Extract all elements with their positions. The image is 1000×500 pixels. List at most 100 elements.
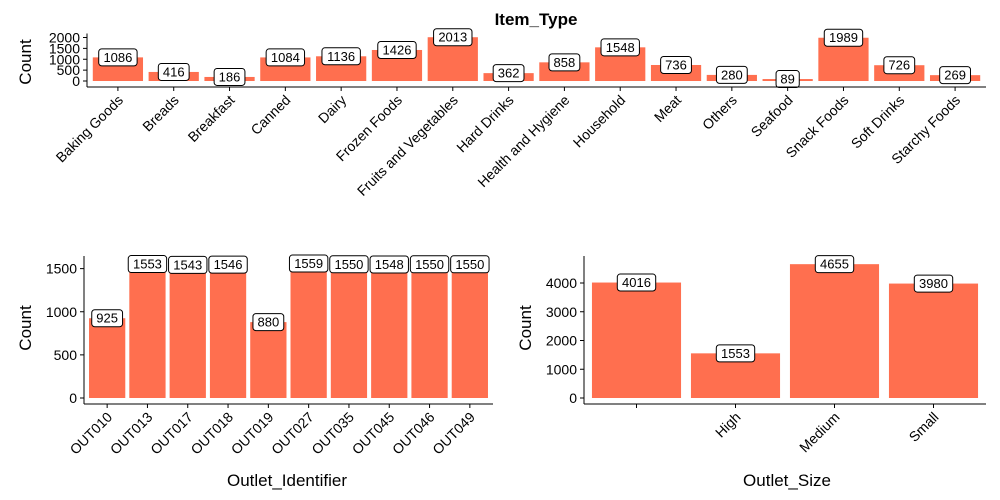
data-label-box xyxy=(939,66,971,85)
x-tick-label: Fruits and Vegetables xyxy=(354,92,461,199)
data-label-box xyxy=(252,313,285,332)
data-label-text: 1550 xyxy=(334,257,363,272)
data-label-box xyxy=(883,56,916,75)
bar-group xyxy=(89,263,488,398)
data-label-box xyxy=(288,254,329,273)
data-label-box xyxy=(265,48,306,67)
data-label: 925 xyxy=(91,309,124,328)
x-tick-label: OUT017 xyxy=(147,409,196,458)
chart-title: Item_Type xyxy=(495,10,578,29)
data-label-text: 1550 xyxy=(455,257,484,272)
data-label: 1553 xyxy=(127,255,168,274)
x-tick-label: OUT049 xyxy=(429,409,478,458)
data-label: 880 xyxy=(252,313,285,332)
x-tick-label: OUT035 xyxy=(308,409,357,458)
x-tick-label: Breads xyxy=(139,92,182,135)
y-tick-label: 500 xyxy=(57,62,81,78)
data-label-box xyxy=(492,64,525,83)
data-label-text: 880 xyxy=(257,315,279,330)
data-label: 362 xyxy=(492,64,525,83)
y-tick-label: 0 xyxy=(69,390,77,406)
x-tick-label: Dairy xyxy=(315,92,349,126)
data-label: 1548 xyxy=(600,38,640,57)
data-label-text: 362 xyxy=(498,66,520,81)
data-label-text: 736 xyxy=(665,57,687,72)
x-tick-label: High xyxy=(712,409,744,441)
data-label-box xyxy=(329,255,369,274)
data-label: 280 xyxy=(715,65,748,84)
y-axis-label: Count xyxy=(516,305,535,351)
data-label: 858 xyxy=(548,53,581,72)
data-label: 1550 xyxy=(409,255,450,274)
y-tick-label: 0 xyxy=(72,73,80,89)
data-label-text: 2013 xyxy=(438,30,467,45)
data-label: 1550 xyxy=(329,255,369,274)
data-label-box xyxy=(409,255,450,274)
data-label-text: 280 xyxy=(721,67,743,82)
data-label-box xyxy=(433,28,473,47)
bar xyxy=(129,264,166,398)
x-tick-label: OUT027 xyxy=(268,409,317,458)
data-label-text: 1546 xyxy=(214,257,243,272)
data-label-text: 4655 xyxy=(820,257,849,272)
y-tick-label: 500 xyxy=(54,347,78,363)
data-label-box xyxy=(548,53,581,72)
data-label: 186 xyxy=(213,67,246,86)
data-label-box xyxy=(616,273,657,292)
x-tick-label: Meat xyxy=(651,92,684,125)
x-axis-label: Outlet_Identifier xyxy=(227,471,347,490)
data-label-text: 416 xyxy=(163,64,185,79)
data-label-group: 925 1553 1543 1546 880 1559 1550 1548 1550 1550 xyxy=(91,254,490,332)
data-label: 726 xyxy=(883,56,916,75)
data-label-box xyxy=(208,255,248,274)
x-tick-label: Household xyxy=(570,92,629,151)
bar-group xyxy=(591,264,979,398)
data-label-box xyxy=(213,67,246,86)
data-label: 4016 xyxy=(616,273,657,292)
data-label: 1548 xyxy=(369,255,409,274)
data-label-group: 4016 1553 4655 3980 xyxy=(616,255,954,363)
y-tick-label: 4000 xyxy=(546,275,577,291)
data-label: 736 xyxy=(660,55,692,74)
x-tick-label: OUT013 xyxy=(107,409,156,458)
data-label: 1550 xyxy=(450,255,490,274)
bar xyxy=(290,263,327,398)
data-label-text: 1548 xyxy=(375,257,404,272)
data-label-text: 1543 xyxy=(173,257,202,272)
data-label-box xyxy=(814,255,855,274)
x-tick-label: Canned xyxy=(247,92,293,138)
data-label-text: 925 xyxy=(96,311,118,326)
bar xyxy=(250,322,287,398)
data-label-box xyxy=(91,309,124,328)
data-label: 1553 xyxy=(715,344,756,363)
data-label-box xyxy=(715,65,748,84)
y-axis-label: Count xyxy=(16,39,35,85)
data-label-text: 1548 xyxy=(606,40,635,55)
y-tick-label: 2000 xyxy=(49,30,80,46)
y-tick-label: 3000 xyxy=(546,304,577,320)
bar xyxy=(209,264,247,398)
data-label: 1086 xyxy=(98,48,138,67)
data-label-text: 1550 xyxy=(415,257,444,272)
data-label-box xyxy=(98,48,138,67)
data-label: 416 xyxy=(157,62,190,81)
data-label-text: 1553 xyxy=(133,257,162,272)
x-tick-label: OUT046 xyxy=(389,409,438,458)
data-label-box xyxy=(600,38,640,57)
y-tick-label: 0 xyxy=(569,390,577,406)
data-label-text: 1559 xyxy=(294,256,323,271)
data-label-text: 726 xyxy=(888,58,910,73)
data-label: 1546 xyxy=(208,255,248,274)
x-tick-label: OUT019 xyxy=(228,409,277,458)
item-type-chart: Item_Type Count 1086 416 186 1084 1136 1426 20… xyxy=(16,10,986,199)
data-label-text: 1084 xyxy=(271,50,300,65)
data-label-text: 1553 xyxy=(721,346,750,361)
data-label: 269 xyxy=(939,66,971,85)
x-tick-label: Health and Hygiene xyxy=(474,92,572,190)
data-label-box xyxy=(321,47,361,66)
data-label-box xyxy=(660,55,692,74)
y-tick-label: 1000 xyxy=(46,304,77,320)
outlet-size-chart: Count Outlet_Size 4016 1553 4655 3980 0 1000… xyxy=(516,255,986,490)
outlet-identifier-chart: Count Outlet_Identifier 925 1553 1543 1546 8… xyxy=(16,254,493,490)
x-tick-label: Soft Drinks xyxy=(848,92,908,152)
